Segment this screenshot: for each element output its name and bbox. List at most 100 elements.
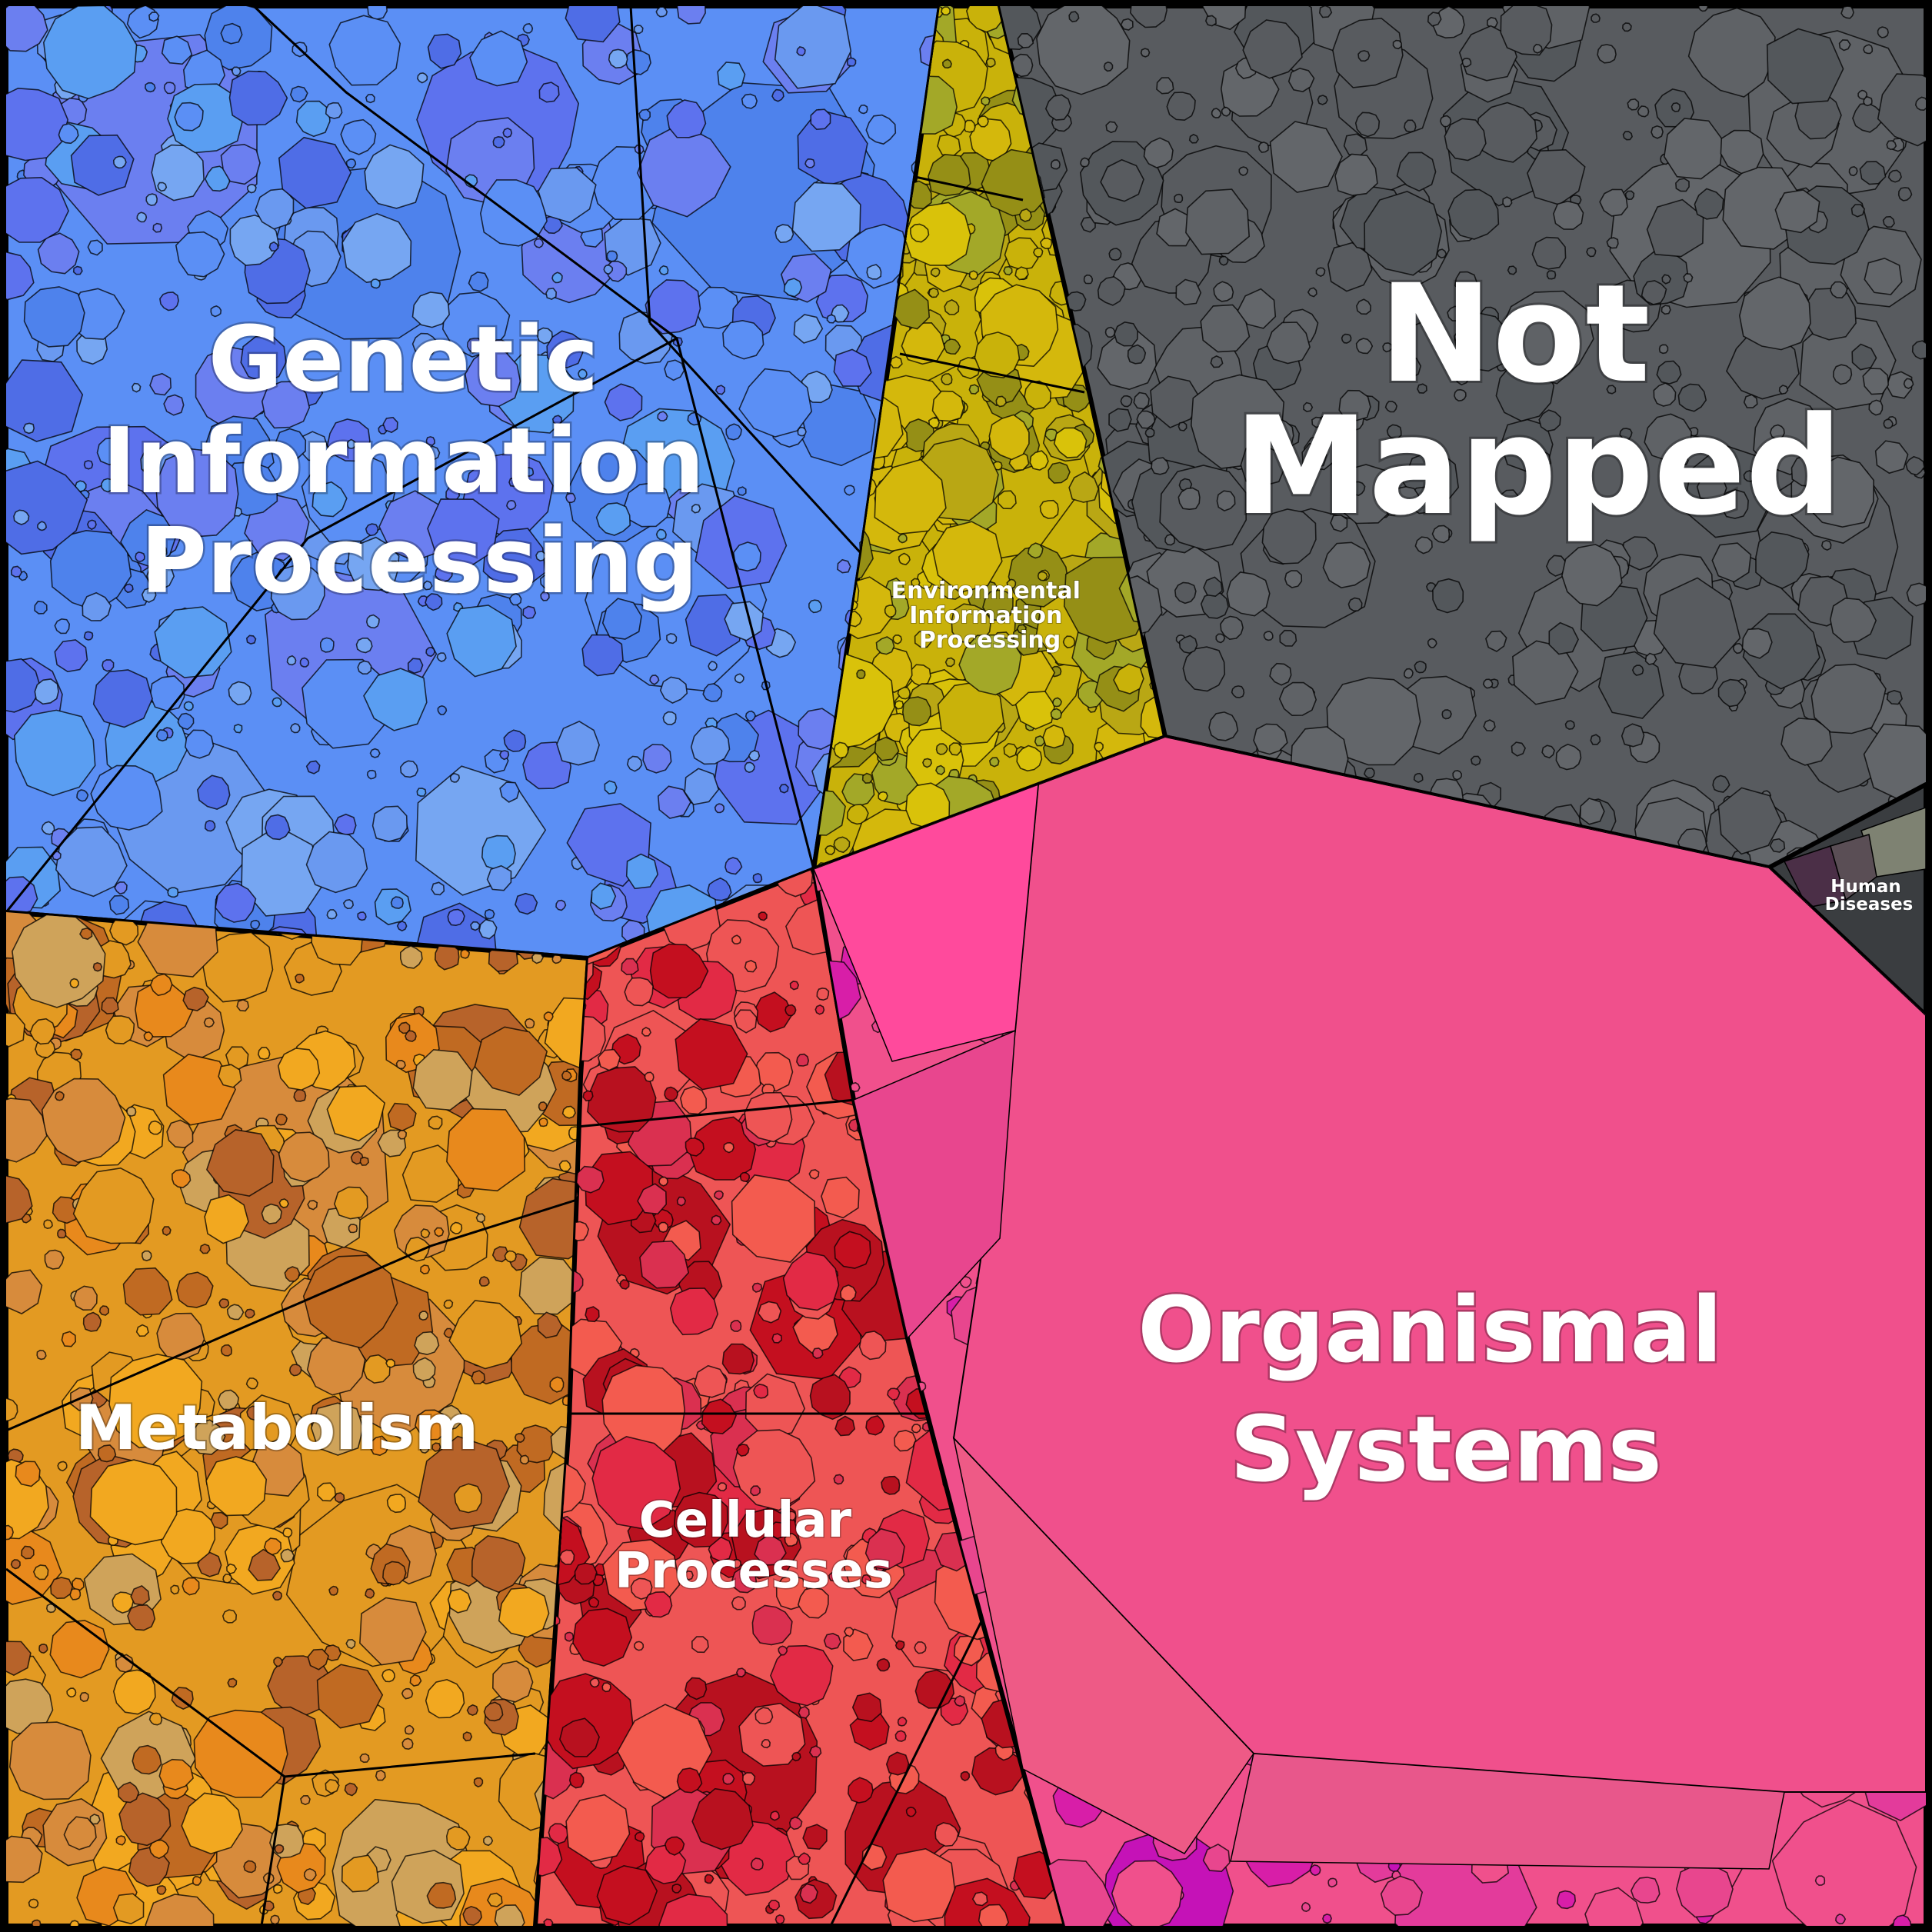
cell-cell (691, 1787, 754, 1850)
label-human-diseases: Human Diseases (1825, 877, 1914, 914)
cell-genetic (299, 657, 310, 668)
cell-cell (768, 1521, 787, 1540)
cell-env (981, 96, 991, 106)
cell-cell (788, 1816, 803, 1830)
cell-cell (774, 1914, 785, 1925)
cell-notmapped (1741, 628, 1773, 659)
cell-env (874, 458, 947, 535)
cell-env (1029, 450, 1049, 471)
cell-meta (295, 973, 305, 984)
cell-meta (176, 1271, 214, 1308)
cell-notmapped (1511, 741, 1527, 757)
cell-notmapped (1097, 275, 1126, 306)
cell-cell (770, 1810, 780, 1821)
cell-notmapped (1210, 355, 1224, 368)
cell-genetic (535, 550, 547, 561)
cell-notmapped (1100, 158, 1144, 202)
cell-genetic (722, 319, 764, 360)
cell-meta (491, 1246, 509, 1263)
cell-env (988, 414, 1030, 461)
cell-notmapped (1778, 385, 1789, 395)
cell-meta (303, 1867, 317, 1881)
cell-genetic (551, 415, 563, 425)
cell-meta (130, 1584, 150, 1606)
cell-env (1039, 499, 1059, 519)
cell-notmapped (1590, 734, 1601, 745)
cell-meta (538, 1101, 548, 1112)
cell-meta (345, 1638, 356, 1650)
cell-meta (105, 1015, 135, 1044)
cell-meta (491, 1661, 534, 1703)
cell-notmapped (1108, 248, 1122, 261)
region-genetic-information-processing (4, 4, 942, 961)
cell-meta (415, 1409, 448, 1441)
cell-meta (558, 1160, 571, 1172)
cell-genetic (565, 492, 576, 504)
cell-meta (300, 1794, 311, 1806)
cell-notmapped (1213, 281, 1234, 302)
cell-meta (302, 1254, 398, 1349)
cell-genetic (468, 271, 489, 292)
cell-meta (449, 1221, 463, 1234)
cell-genetic (581, 634, 624, 677)
cell-cell (585, 1151, 654, 1226)
cell-genetic (145, 193, 158, 206)
cell-notmapped (1683, 273, 1694, 283)
cell-meta (206, 1129, 275, 1197)
cell-meta (275, 1113, 288, 1126)
cell-notmapped (1720, 129, 1764, 175)
cell-cell (796, 1053, 810, 1067)
cell-notmapped (1743, 394, 1758, 408)
cell-meta (561, 1105, 576, 1119)
cell-meta (15, 1461, 41, 1487)
cell-genetic (708, 661, 718, 671)
cell-meta (135, 1324, 149, 1337)
cell-meta (307, 1648, 330, 1671)
cell-notmapped (1439, 115, 1452, 128)
cell-genetic (13, 709, 96, 797)
cell-notmapped (1671, 102, 1681, 112)
cell-notmapped (1364, 768, 1375, 779)
cell-cell (684, 1570, 694, 1581)
cell-genetic (625, 853, 659, 890)
cell-genetic (101, 478, 115, 493)
cell-genetic (793, 314, 824, 344)
cell-meta (50, 1577, 74, 1600)
cell-meta (395, 1059, 406, 1070)
cell-cell (761, 1738, 771, 1749)
cell-notmapped (1658, 344, 1669, 355)
cell-meta (245, 1308, 255, 1319)
cell-notmapped (1886, 689, 1903, 705)
cell-env (910, 223, 930, 243)
cell-genetic (626, 755, 643, 772)
cell-genetic (655, 528, 667, 540)
cell-notmapped (1606, 385, 1617, 395)
label-genetic-line-2: Information (102, 408, 705, 514)
cell-cell (685, 1137, 705, 1157)
cell-genetic (470, 921, 481, 931)
cell-cell (585, 1306, 600, 1323)
cell-cell (865, 1415, 885, 1436)
cell-meta (193, 1709, 288, 1798)
cell-genetic (657, 411, 668, 422)
cell-meta (222, 1574, 232, 1584)
cell-notmapped (1133, 391, 1150, 410)
cell-genetic (732, 541, 761, 572)
cell-genetic (108, 894, 130, 915)
cell-meta (428, 1115, 443, 1130)
cell-env (931, 390, 964, 422)
cell-notmapped (1720, 488, 1749, 519)
cell-cell (673, 1491, 728, 1548)
cell-genetic (662, 711, 677, 726)
cell-notmapped (1627, 98, 1640, 111)
cell-notmapped (1284, 570, 1303, 588)
cell-meta (307, 1200, 318, 1211)
cell-notmapped (1653, 382, 1677, 407)
cells-genetic (6, 6, 940, 958)
cell-genetic (6, 460, 88, 555)
cell-meta (55, 1091, 65, 1101)
cell-notmapped (1644, 652, 1657, 665)
cell-cell (548, 1823, 570, 1844)
cell-genetic (804, 158, 815, 168)
